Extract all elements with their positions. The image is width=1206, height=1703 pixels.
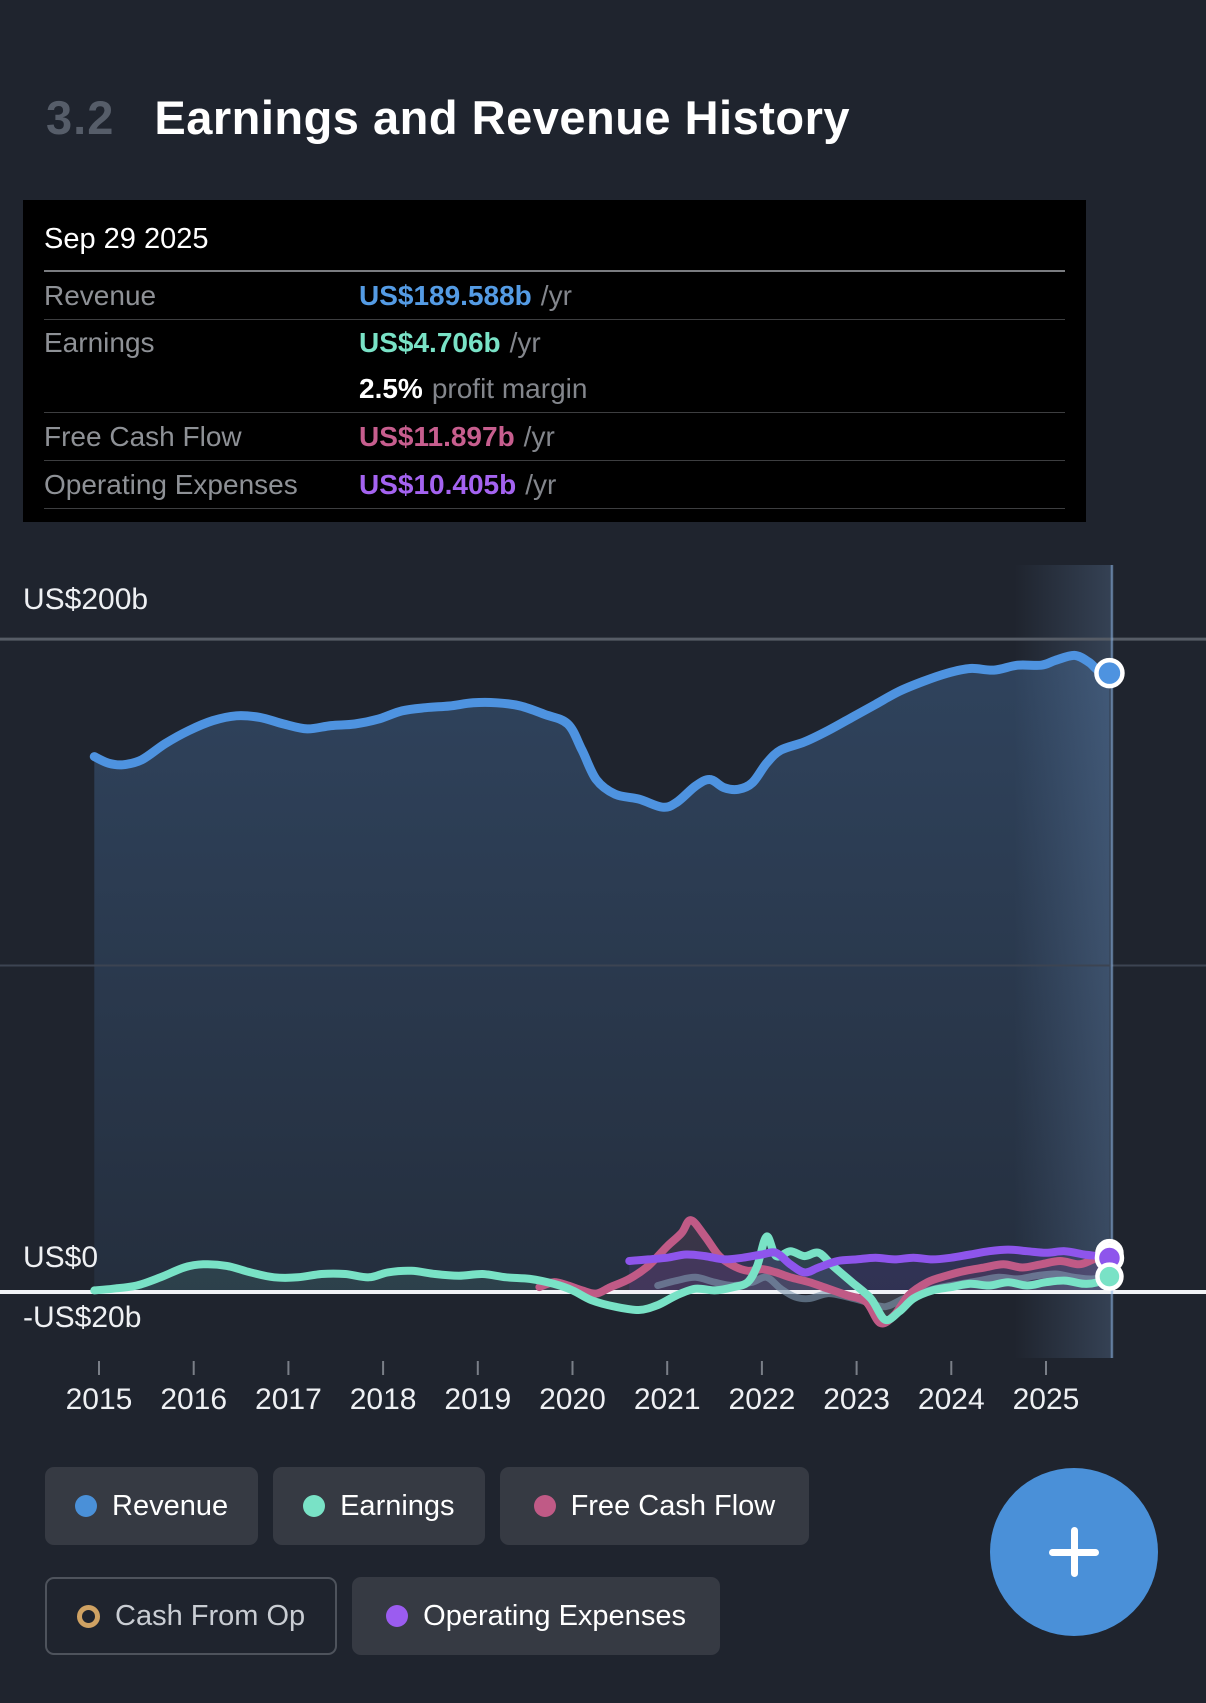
- free-cash-flow-line: [535, 1216, 1114, 1328]
- legend-chip-cash-from-op[interactable]: Cash From Op: [45, 1577, 338, 1655]
- legend-label: Operating Expenses: [423, 1599, 686, 1632]
- tooltip-label: Free Cash Flow: [44, 420, 242, 452]
- tooltip-value: US$4.706b/yr: [359, 326, 541, 358]
- legend-chip-earnings[interactable]: Earnings: [273, 1467, 485, 1545]
- x-axis-label: 2016: [160, 1383, 228, 1416]
- x-axis-labels: 2015 2016 2017 2018 2019 2020 2021 2022 2023 2024…: [0, 1383, 1206, 1419]
- legend-label: Revenue: [112, 1489, 229, 1522]
- page-title: Earnings and Revenue History: [154, 91, 851, 144]
- tooltip-label: Revenue: [44, 279, 157, 311]
- section-header: 3.2 Earnings and Revenue History: [46, 90, 850, 145]
- legend-label: Cash From Op: [115, 1599, 306, 1632]
- revenue-dot-icon: [75, 1495, 97, 1517]
- tooltip-row-free-cash-flow: Free Cash Flow US$11.897b/yr: [44, 413, 1065, 461]
- revenue-line: [89, 650, 1114, 812]
- earnings-dot-icon: [303, 1495, 326, 1517]
- legend-chip-revenue[interactable]: Revenue: [45, 1467, 259, 1545]
- tooltip-value: US$189.588b/yr: [359, 279, 572, 311]
- plus-icon: [1049, 1527, 1099, 1577]
- tooltip-date: Sep 29 2025: [44, 208, 1065, 272]
- tooltip-row-revenue: Revenue US$189.588b/yr: [44, 272, 1065, 320]
- x-axis-label: 2020: [539, 1383, 606, 1416]
- y-axis-label-zero: US$0: [23, 1241, 99, 1274]
- operating-expenses-line: [625, 1245, 1114, 1277]
- x-axis-label: 2025: [1012, 1383, 1080, 1416]
- tooltip-row-operating-expenses: Operating Expenses US$10.405b/yr: [44, 461, 1065, 509]
- tooltip-label: Earnings: [44, 326, 155, 358]
- operating-expenses-dot-icon: [386, 1605, 409, 1627]
- legend-row-1: Revenue Earnings Free Cash Flow: [45, 1467, 810, 1545]
- tooltip-row-profit-margin: 2.5% profit margin: [44, 365, 1065, 413]
- x-axis-label: 2024: [917, 1383, 985, 1416]
- legend-label: Free Cash Flow: [570, 1489, 776, 1522]
- y-axis-label-200b: US$200b: [23, 583, 149, 616]
- tooltip-row-earnings: Earnings US$4.706b/yr: [44, 320, 1065, 365]
- earnings-end-marker[interactable]: [1095, 1262, 1124, 1291]
- selection-highlight-band: [1013, 565, 1112, 1358]
- y-axis-label-neg20b: -US$20b: [23, 1301, 142, 1334]
- legend-row-2: Cash From Op Operating Expenses: [45, 1577, 720, 1655]
- chart-tooltip: Sep 29 2025 Revenue US$189.588b/yr Earni…: [23, 200, 1086, 522]
- x-axis-label: 2019: [444, 1383, 512, 1416]
- x-axis-label: 2017: [255, 1383, 322, 1416]
- tooltip-value: 2.5% profit margin: [359, 372, 588, 404]
- cash-from-op-ring-icon: [77, 1604, 100, 1628]
- tooltip-value: US$10.405b/yr: [359, 468, 557, 500]
- x-axis-label: 2018: [349, 1383, 417, 1416]
- revenue-area: [94, 655, 1110, 1292]
- tooltip-value: US$11.897b/yr: [359, 420, 555, 452]
- chart-canvas[interactable]: [0, 565, 1206, 1377]
- add-button[interactable]: [990, 1468, 1158, 1636]
- tooltip-label: Operating Expenses: [44, 468, 298, 500]
- free-cash-flow-area: [539, 1220, 1110, 1324]
- section-number: 3.2: [46, 91, 115, 144]
- legend-chip-free-cash-flow[interactable]: Free Cash Flow: [499, 1467, 810, 1545]
- x-axis-label: 2023: [823, 1383, 890, 1416]
- legend-label: Earnings: [340, 1489, 455, 1522]
- x-axis-label: 2015: [65, 1383, 133, 1416]
- free-cash-flow-dot-icon: [533, 1495, 556, 1517]
- earnings-line: [90, 1232, 1114, 1325]
- x-axis-label: 2022: [728, 1383, 796, 1416]
- x-axis-label: 2021: [633, 1383, 701, 1416]
- revenue-end-marker[interactable]: [1094, 657, 1125, 689]
- legend-chip-operating-expenses[interactable]: Operating Expenses: [352, 1577, 720, 1655]
